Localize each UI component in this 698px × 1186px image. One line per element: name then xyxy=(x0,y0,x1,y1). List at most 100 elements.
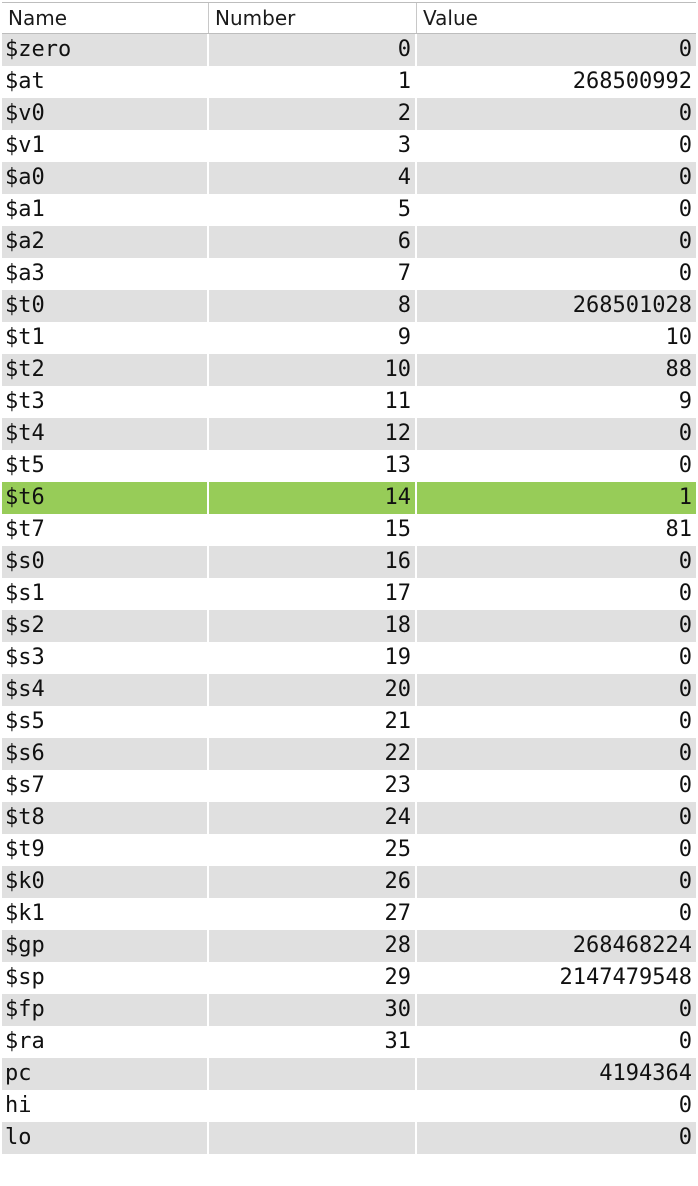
register-name-cell: $k1 xyxy=(5,901,45,926)
register-name-cell: $ra xyxy=(5,1029,45,1054)
register-value-cell[interactable]: 0 xyxy=(417,98,696,130)
table-row[interactable]: $s7 23 0 xyxy=(2,770,696,802)
register-value-cell[interactable]: 0 xyxy=(417,34,696,66)
register-number-cell: 15 xyxy=(384,517,412,542)
register-number-cell: 7 xyxy=(397,261,411,286)
register-value-cell[interactable]: 0 xyxy=(678,261,692,286)
register-value-cell[interactable]: 0 xyxy=(678,197,692,222)
register-value-cell[interactable]: 0 xyxy=(417,610,696,642)
register-name-cell: $t7 xyxy=(5,517,45,542)
table-row[interactable]: $a1 5 0 xyxy=(2,194,696,226)
table-row[interactable]: $t4 12 0 xyxy=(2,418,696,450)
register-value-cell[interactable]: 2147479548 xyxy=(559,965,692,990)
table-row[interactable]: $a2 6 0 xyxy=(2,226,696,258)
table-row[interactable]: hi 0 xyxy=(2,1090,696,1122)
register-value-cell[interactable]: 268501028 xyxy=(417,290,696,322)
register-value-cell[interactable]: 0 xyxy=(417,418,696,450)
register-value-cell[interactable]: 0 xyxy=(417,162,696,194)
table-row[interactable]: $t8 24 0 xyxy=(2,802,696,834)
register-value-cell[interactable]: 0 xyxy=(678,133,692,158)
table-row[interactable]: pc 4194364 xyxy=(2,1058,696,1090)
column-header-value[interactable]: Value xyxy=(423,6,478,30)
register-value-cell[interactable]: 4194364 xyxy=(417,1058,696,1090)
register-name-cell: $s6 xyxy=(2,738,209,770)
register-value-cell[interactable]: 0 xyxy=(417,994,696,1026)
register-number-cell: 3 xyxy=(397,133,411,158)
table-row[interactable]: $s6 22 0 xyxy=(2,738,696,770)
register-name-cell: $t0 xyxy=(2,290,209,322)
table-row[interactable]: $fp 30 0 xyxy=(2,994,696,1026)
register-name-cell: $gp xyxy=(2,930,209,962)
register-number-cell: 0 xyxy=(209,34,417,66)
table-row[interactable]: $t5 13 0 xyxy=(2,450,696,482)
table-row[interactable]: $at 1 268500992 xyxy=(2,66,696,98)
register-value-cell[interactable]: 9 xyxy=(678,389,692,414)
table-row[interactable]: $s5 21 0 xyxy=(2,706,696,738)
column-header-number[interactable]: Number xyxy=(209,3,417,33)
register-name-cell: $t1 xyxy=(5,325,45,350)
register-number-cell: 19 xyxy=(384,645,412,670)
table-row[interactable]: $s3 19 0 xyxy=(2,642,696,674)
register-name-cell: $s5 xyxy=(5,709,45,734)
register-value-cell[interactable]: 0 xyxy=(417,802,696,834)
table-row[interactable]: $t6 14 1 xyxy=(2,482,696,514)
table-row[interactable]: $sp 29 2147479548 xyxy=(2,962,696,994)
table-row[interactable]: $t0 8 268501028 xyxy=(2,290,696,322)
register-number-cell: 14 xyxy=(209,482,417,514)
register-name-cell: $t8 xyxy=(2,802,209,834)
register-value-cell[interactable]: 1 xyxy=(417,482,696,514)
register-value-cell[interactable]: 0 xyxy=(678,837,692,862)
table-row[interactable]: $s0 16 0 xyxy=(2,546,696,578)
register-name-cell: $a2 xyxy=(2,226,209,258)
register-value-cell[interactable]: 10 xyxy=(665,325,693,350)
register-name-cell: $v1 xyxy=(5,133,45,158)
table-row[interactable]: lo 0 xyxy=(2,1122,696,1154)
register-number-cell xyxy=(209,1122,417,1154)
register-number-cell: 5 xyxy=(397,197,411,222)
register-value-cell[interactable]: 0 xyxy=(678,1093,692,1118)
register-value-cell[interactable]: 0 xyxy=(417,674,696,706)
table-row[interactable]: $t3 11 9 xyxy=(2,386,696,418)
register-value-cell[interactable]: 0 xyxy=(678,901,692,926)
register-value-cell[interactable]: 0 xyxy=(678,1029,692,1054)
register-number-cell: 21 xyxy=(384,709,412,734)
register-value-cell[interactable]: 0 xyxy=(678,773,692,798)
table-row[interactable]: $s4 20 0 xyxy=(2,674,696,706)
table-row[interactable]: $ra 31 0 xyxy=(2,1026,696,1058)
register-number-cell: 29 xyxy=(384,965,412,990)
register-value-cell[interactable]: 0 xyxy=(417,1122,696,1154)
register-name-cell: pc xyxy=(2,1058,209,1090)
table-row[interactable]: $k0 26 0 xyxy=(2,866,696,898)
table-row[interactable]: $a3 7 0 xyxy=(2,258,696,290)
table-row[interactable]: $t7 15 81 xyxy=(2,514,696,546)
register-name-cell: $zero xyxy=(2,34,209,66)
register-value-cell[interactable]: 268500992 xyxy=(572,69,692,94)
table-row[interactable]: $gp 28 268468224 xyxy=(2,930,696,962)
register-value-cell[interactable]: 88 xyxy=(417,354,696,386)
table-row[interactable]: $s1 17 0 xyxy=(2,578,696,610)
register-value-cell[interactable]: 0 xyxy=(678,581,692,606)
register-name-cell: $a0 xyxy=(2,162,209,194)
column-header-name[interactable]: Name xyxy=(2,3,209,33)
register-value-cell[interactable]: 0 xyxy=(678,453,692,478)
register-value-cell[interactable]: 81 xyxy=(665,517,693,542)
register-number-cell: 18 xyxy=(209,610,417,642)
table-row[interactable]: $t9 25 0 xyxy=(2,834,696,866)
register-value-cell[interactable]: 0 xyxy=(678,709,692,734)
register-value-cell[interactable]: 0 xyxy=(417,866,696,898)
table-row[interactable]: $t2 10 88 xyxy=(2,354,696,386)
register-number-cell xyxy=(209,1058,417,1090)
register-value-cell[interactable]: 268468224 xyxy=(417,930,696,962)
register-value-cell[interactable]: 0 xyxy=(417,738,696,770)
register-number-cell: 22 xyxy=(209,738,417,770)
register-value-cell[interactable]: 0 xyxy=(417,226,696,258)
table-row[interactable]: $t1 9 10 xyxy=(2,322,696,354)
table-row[interactable]: $zero 0 0 xyxy=(2,34,696,66)
table-row[interactable]: $k1 27 0 xyxy=(2,898,696,930)
table-row[interactable]: $a0 4 0 xyxy=(2,162,696,194)
table-row[interactable]: $v0 2 0 xyxy=(2,98,696,130)
register-value-cell[interactable]: 0 xyxy=(678,645,692,670)
register-value-cell[interactable]: 0 xyxy=(417,546,696,578)
table-row[interactable]: $v1 3 0 xyxy=(2,130,696,162)
table-row[interactable]: $s2 18 0 xyxy=(2,610,696,642)
